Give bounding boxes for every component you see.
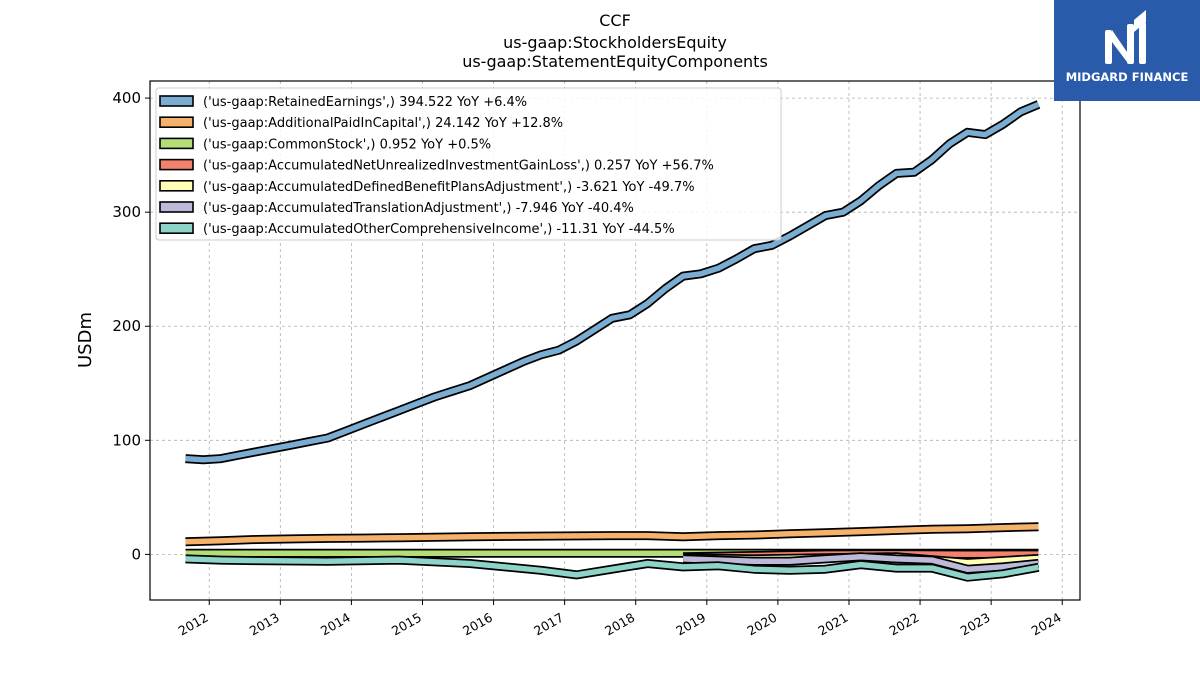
x-tick-label: 2012 [176, 610, 211, 639]
y-tick-label: 200 [112, 317, 141, 335]
x-tick-label: 2017 [531, 610, 566, 639]
x-tick-label: 2023 [958, 610, 993, 639]
series-line-6 [185, 556, 1039, 580]
legend-swatch [159, 201, 194, 213]
y-tick-label: 0 [131, 545, 141, 563]
x-tick-label: 2024 [1029, 610, 1064, 639]
x-tick-label: 2020 [744, 610, 779, 639]
x-tick-label: 2015 [389, 610, 424, 639]
x-tick-label: 2021 [815, 610, 850, 639]
legend-label: ('us-gaap:AccumulatedTranslationAdjustme… [203, 201, 634, 216]
x-tick-label: 2013 [247, 610, 282, 639]
y-axis-label: USDm [75, 312, 96, 368]
legend-label: ('us-gaap:AccumulatedOtherComprehensiveI… [203, 222, 675, 237]
midgard-finance-logo: MIDGARD FINANCE [1054, 0, 1200, 101]
y-tick-label: 100 [112, 431, 141, 449]
legend-label: ('us-gaap:CommonStock',) 0.952 YoY +0.5% [203, 137, 491, 152]
x-tick-label: 2016 [460, 610, 495, 639]
legend-label: ('us-gaap:AdditionalPaidInCapital',) 24.… [203, 116, 563, 131]
series-line-1 [185, 524, 1039, 545]
x-tick-label: 2022 [887, 610, 922, 639]
legend-swatch [159, 222, 194, 234]
legend-label: ('us-gaap:RetainedEarnings',) 394.522 Yo… [203, 95, 527, 110]
chart-title-line-3: us-gaap:StatementEquityComponents [462, 52, 768, 71]
x-tick-label: 2018 [602, 610, 637, 639]
legend-label: ('us-gaap:AccumulatedNetUnrealizedInvest… [203, 159, 714, 174]
chart-title-line-1: CCF [599, 11, 631, 30]
logo-text: MIDGARD FINANCE [1066, 70, 1189, 84]
y-tick-label: 400 [112, 89, 141, 107]
legend-swatch [159, 180, 194, 192]
logo-mark-icon: MIDGARD FINANCE [1066, 10, 1189, 84]
legend-swatch [159, 137, 194, 150]
legend-box [155, 87, 782, 241]
plot-frame [149, 80, 1081, 601]
x-tick-label: 2014 [318, 610, 353, 639]
series-line-5 [683, 553, 1039, 572]
legend-swatch [159, 116, 194, 128]
series-line-0 [185, 101, 1040, 463]
legend-label: ('us-gaap:AccumulatedDefinedBenefitPlans… [203, 180, 695, 195]
legend-swatch [159, 95, 194, 107]
chart-title-line-2: us-gaap:StockholdersEquity [503, 33, 727, 52]
series-layer [185, 100, 1041, 582]
x-tick-label: 2019 [673, 610, 708, 639]
y-tick-label: 300 [112, 203, 141, 221]
legend-swatch [159, 158, 194, 171]
legend: ('us-gaap:RetainedEarnings',) 394.522 Yo… [155, 87, 782, 241]
